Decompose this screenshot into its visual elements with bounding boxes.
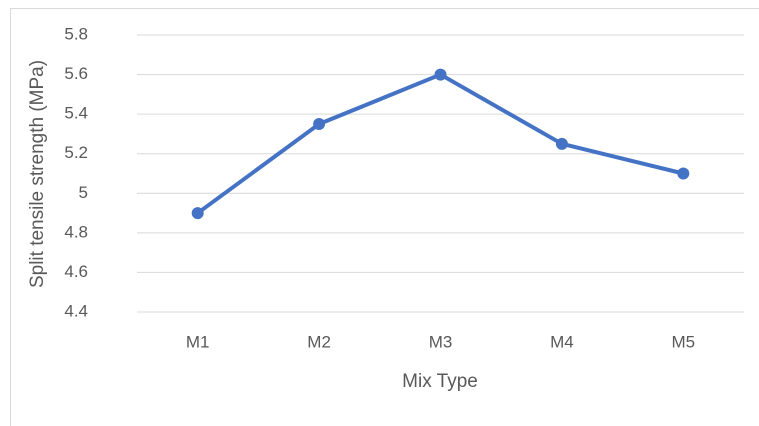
series-line	[195, 72, 686, 216]
y-tick-label: 4.4	[64, 301, 88, 320]
chart-frame	[10, 8, 759, 426]
y-tick-label: 5.2	[64, 143, 88, 162]
data-point	[677, 167, 690, 180]
x-axis-title: Mix Type	[402, 371, 478, 392]
data-point	[191, 207, 204, 220]
x-tick-label: M1	[186, 332, 210, 351]
x-tick-label: M3	[429, 332, 453, 351]
data-point	[555, 137, 568, 150]
y-tick-label: 5.4	[64, 104, 88, 123]
x-tick-label: M2	[307, 332, 331, 351]
data-point	[434, 68, 447, 81]
y-tick-label: 5.6	[64, 64, 88, 83]
y-tick-label: 4.6	[64, 262, 88, 281]
data-point	[313, 118, 326, 131]
y-axis-title: Split tensile strength (MPa)	[27, 60, 48, 288]
y-tick-label: 4.8	[64, 222, 88, 241]
y-tick-label: 5.8	[64, 24, 88, 43]
y-tick-label: 5	[79, 183, 88, 202]
x-tick-label: M5	[671, 332, 695, 351]
x-tick-label: M4	[550, 332, 574, 351]
